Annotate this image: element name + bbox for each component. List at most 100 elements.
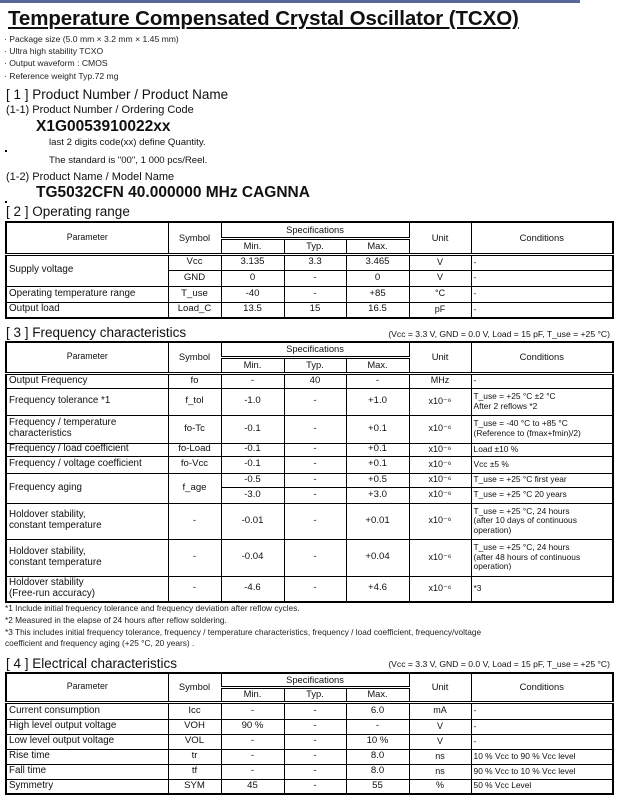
symbol-cell: - (167, 575, 222, 603)
conditions-cell: *3 (470, 575, 614, 603)
conditions-cell: T_use = +25 °C, 24 hours (after 10 days o… (470, 502, 614, 540)
max-cell: 0 (345, 269, 410, 287)
min-cell: -0.04 (220, 538, 285, 577)
min-cell: - (220, 733, 285, 750)
unit-cell: ns (408, 748, 472, 765)
conditions-cell: Vcc ±5 % (470, 455, 614, 474)
unit-cell: x10⁻⁶ (408, 414, 472, 444)
parameter-cell: Frequency aging (5, 472, 169, 504)
min-cell: - (220, 372, 285, 389)
header-min: Min. (220, 237, 285, 256)
section4-conditions-note: (Vcc = 3.3 V, GND = 0.0 V, Load = 15 pF,… (388, 659, 610, 669)
parameter-cell: Low level output voltage (5, 733, 169, 750)
typ-cell: - (283, 269, 347, 287)
typ-cell: - (283, 778, 347, 795)
header-row: Min. Typ. Max. (6, 237, 613, 256)
typ-cell: 3.3 (283, 253, 347, 271)
min-cell: - (220, 748, 285, 765)
min-cell: -0.5 (220, 472, 285, 488)
table-row: Holdover stability, constant temperature -… (5, 502, 614, 540)
conditions-cell: T_use = +25 °C, 24 hours (after 48 hours … (470, 538, 614, 577)
conditions-cell: - (470, 733, 614, 750)
table-row: Operating temperature range T_use -40- +85 °… (5, 285, 614, 303)
symbol-cell: tr (167, 748, 222, 765)
header-conditions: Conditions (470, 341, 614, 375)
typ-cell: - (283, 442, 347, 457)
header-specifications: Specifications (220, 221, 410, 240)
max-cell: +0.1 (345, 442, 410, 457)
parameter-cell: Output Frequency (5, 372, 169, 389)
conditions-cell: Load ±10 % (470, 442, 614, 457)
typ-cell: - (283, 285, 347, 303)
operating-range-table: Parameter Symbol Specifications Unit Conditi… (5, 221, 615, 319)
max-cell: 8.0 (345, 748, 410, 765)
electrical-characteristics-table: Parameter Symbol Specifications Unit Conditi… (5, 672, 615, 795)
parameter-cell: Rise time (5, 748, 169, 765)
product-number: X1G0053910022xx (36, 118, 171, 135)
header-parameter: Parameter (5, 221, 169, 256)
typ-cell: - (283, 575, 347, 603)
symbol-cell: Vcc (167, 253, 222, 271)
min-cell: -3.0 (220, 486, 285, 504)
max-cell: +0.01 (345, 502, 410, 540)
unit-cell: V (408, 269, 472, 287)
parameter-cell: Holdover stability (Free-run accuracy) (5, 575, 169, 603)
typ-cell: 40 (283, 372, 347, 389)
symbol-cell: - (167, 502, 222, 540)
parameter-cell: Frequency / temperature characteristics (5, 414, 169, 444)
symbol-cell: fo-Load (167, 442, 222, 457)
table-row: Holdover stability (Free-run accuracy) - -4… (5, 575, 614, 603)
max-cell: 10 % (345, 733, 410, 750)
unit-cell: V (408, 718, 472, 735)
typ-cell: - (283, 387, 347, 416)
typ-cell: - (283, 486, 347, 504)
header-row: Parameter Symbol Specifications Unit Conditi… (5, 341, 614, 375)
unit-cell: % (408, 778, 472, 795)
table-row: Holdover stability, constant temperature -… (5, 538, 614, 577)
table-row: Fall time tf - -8.0 ns 90 % Vcc to 10 % Vcc l… (5, 763, 614, 780)
symbol-cell: tf (167, 763, 222, 780)
unit-cell: x10⁻⁶ (408, 538, 472, 577)
conditions-cell: - (470, 701, 614, 720)
typ-cell: - (283, 733, 347, 750)
max-cell: +0.5 (345, 472, 410, 488)
header-row: Min. Typ. Max. (6, 356, 613, 375)
parameter-cell: Output load (5, 301, 169, 319)
max-cell: 3.465 (345, 253, 410, 271)
conditions-cell: 10 % Vcc to 90 % Vcc level (470, 748, 614, 765)
table-row: Rise time tr - -8.0 ns 10 % Vcc to 90 % Vcc l… (5, 748, 614, 765)
max-cell: +3.0 (345, 486, 410, 504)
unit-cell: x10⁻⁶ (408, 455, 472, 474)
table-row: Frequency / temperature characteristics fo… (5, 414, 614, 444)
conditions-cell: T_use = +25 °C 20 years (470, 486, 614, 504)
footnote: *2 Measured in the elapse of 24 hours af… (5, 615, 227, 625)
conditions-cell: T_use = -40 °C to +85 °C (Reference to (… (470, 414, 614, 444)
symbol-cell: fo-Tc (167, 414, 222, 444)
max-cell: 16.5 (345, 301, 410, 319)
unit-cell: x10⁻⁶ (408, 575, 472, 603)
header-parameter: Parameter (5, 672, 169, 704)
parameter-cell: Frequency / voltage coefficient (5, 455, 169, 474)
parameter-cell: Operating temperature range (5, 285, 169, 303)
standard-note: The standard is "00", 1 000 pcs/Reel. (49, 155, 208, 166)
min-cell: 90 % (220, 718, 285, 735)
unit-cell: V (408, 733, 472, 750)
symbol-cell: f_age (167, 472, 222, 504)
typ-cell: - (283, 718, 347, 735)
feature-item: · Reference weight Typ.72 mg (4, 71, 119, 81)
bullet-dot (5, 150, 7, 152)
typ-cell: - (283, 472, 347, 488)
conditions-cell: - (470, 718, 614, 735)
symbol-cell: T_use (167, 285, 222, 303)
table-row: Low level output voltage VOL - -10 % V - (5, 733, 614, 750)
max-cell: - (345, 718, 410, 735)
table-row: Symmetry SYM 45-55% 50 % Vcc Level (5, 778, 614, 795)
conditions-cell: - (470, 253, 614, 271)
min-cell: -1.0 (220, 387, 285, 416)
symbol-cell: f_tol (167, 387, 222, 416)
min-cell: 45 (220, 778, 285, 795)
parameter-cell: Current consumption (5, 701, 169, 720)
parameter-cell: Frequency / load coefficient (5, 442, 169, 457)
header-unit: Unit (408, 672, 472, 704)
header-unit: Unit (408, 221, 472, 256)
